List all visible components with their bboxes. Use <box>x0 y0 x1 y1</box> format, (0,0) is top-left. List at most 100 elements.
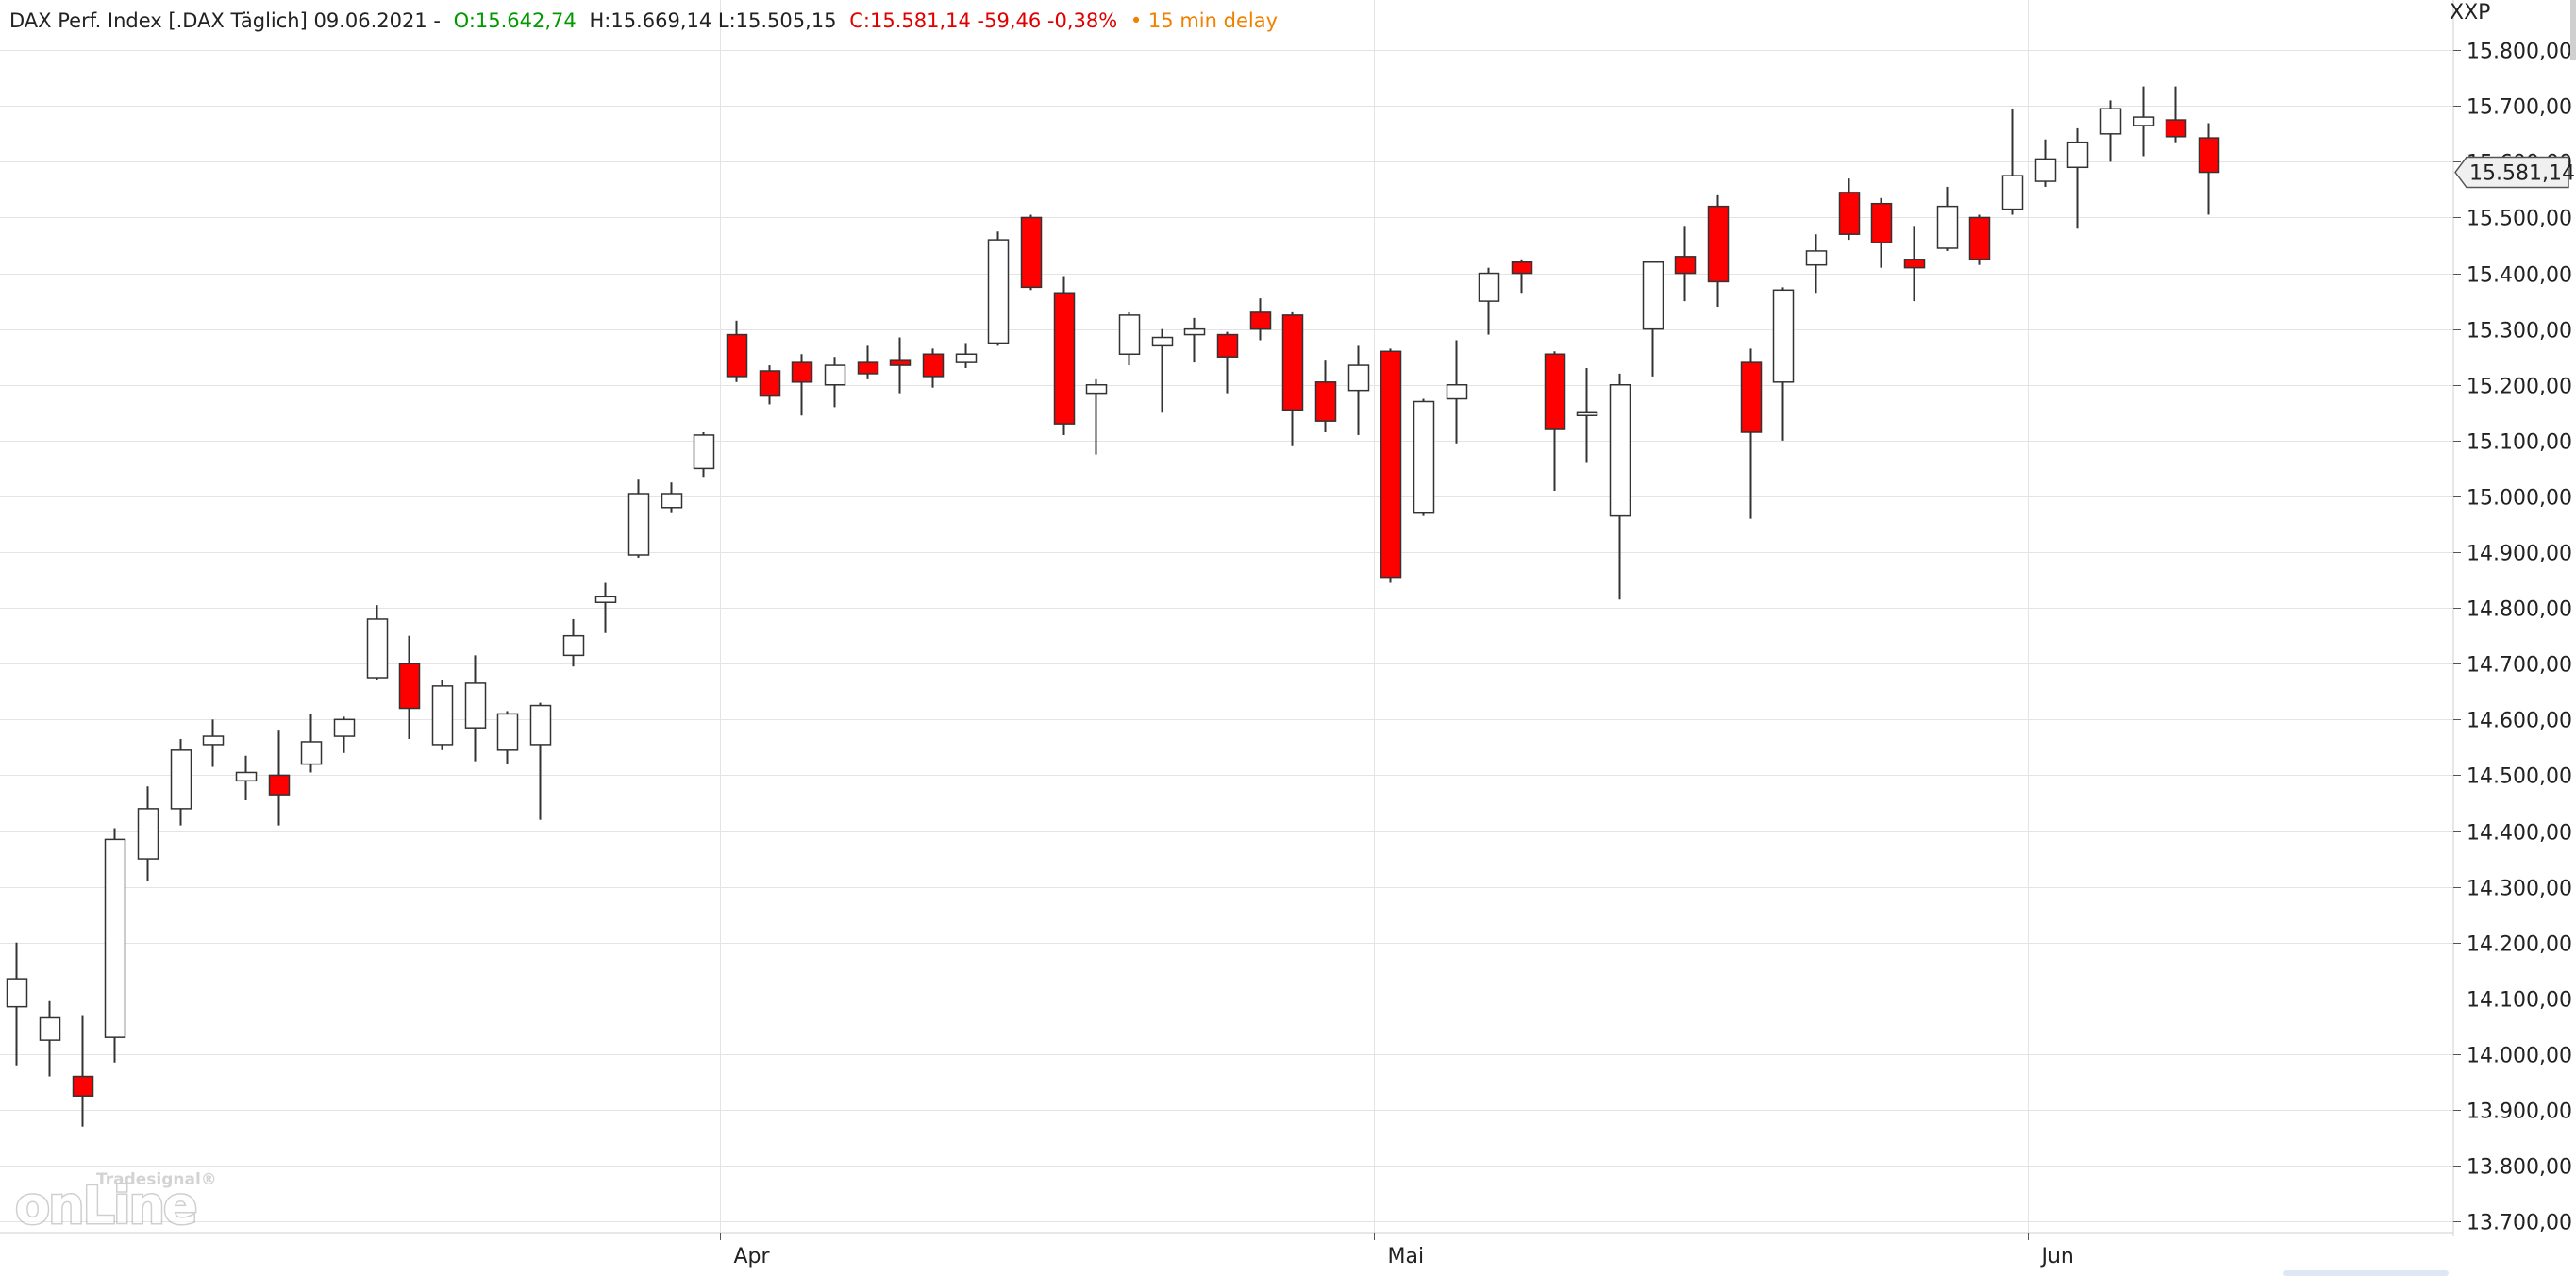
candle-up[interactable] <box>1609 373 1631 600</box>
candle-up[interactable] <box>170 739 192 826</box>
candle-up[interactable] <box>627 479 650 558</box>
price-tick-label: 13.900,00 <box>2467 1100 2572 1124</box>
candle-up[interactable] <box>1183 317 1206 363</box>
candle-up[interactable] <box>1151 328 1174 413</box>
candle-down[interactable] <box>791 354 813 416</box>
candle-up[interactable] <box>1478 267 1500 335</box>
candle-up[interactable] <box>137 786 159 881</box>
candle-layer <box>6 86 2220 1127</box>
tradesignal-watermark: Tradesignal® onLine <box>14 1170 217 1237</box>
candle-up[interactable] <box>2001 109 2024 215</box>
candle-up[interactable] <box>2133 86 2155 157</box>
candle-down[interactable] <box>1838 178 1861 241</box>
candle-down[interactable] <box>72 1015 94 1127</box>
candle-up[interactable] <box>39 1000 61 1077</box>
candle-body <box>824 364 846 386</box>
candle-down[interactable] <box>889 337 912 394</box>
candle-up[interactable] <box>594 582 617 633</box>
candle-body <box>1805 250 1828 266</box>
candle-body <box>1772 289 1795 383</box>
candle-down[interactable] <box>1870 197 1893 268</box>
candle-up[interactable] <box>6 942 28 1066</box>
candle-up[interactable] <box>2066 127 2089 229</box>
candle-body <box>1968 216 1991 260</box>
candle-up[interactable] <box>2099 100 2122 162</box>
candle-body <box>1576 411 1598 417</box>
candle-up[interactable] <box>1805 234 1828 294</box>
candle-up[interactable] <box>1085 378 1108 455</box>
candle-down[interactable] <box>1281 311 1304 446</box>
candle-down[interactable] <box>922 348 945 388</box>
candle-down[interactable] <box>759 365 781 405</box>
watermark-brand-small: Tradesignal® <box>96 1170 217 1189</box>
candle-up[interactable] <box>496 711 519 764</box>
candle-up[interactable] <box>1347 345 1370 435</box>
price-axis[interactable]: 13.700,00 13.800,00 13.900,00 14.000,00 14.1… <box>2453 41 2572 1235</box>
candle-down[interactable] <box>1740 348 1763 519</box>
candle-down[interactable] <box>1380 348 1402 583</box>
candle-down[interactable] <box>1249 298 1272 341</box>
candle-body <box>202 735 225 746</box>
price-tick-label: 14.900,00 <box>2467 543 2572 566</box>
price-tick-label: 15.800,00 <box>2467 41 2572 64</box>
candle-down[interactable] <box>1903 226 1926 302</box>
candle-up[interactable] <box>431 680 454 750</box>
candle-up[interactable] <box>235 755 258 801</box>
candle-up[interactable] <box>1772 287 1795 441</box>
candle-body <box>726 333 748 378</box>
candle-body <box>333 718 356 737</box>
candle-up[interactable] <box>562 618 585 667</box>
candle-up[interactable] <box>1642 260 1664 377</box>
candle-body <box>2198 137 2220 174</box>
candle-up[interactable] <box>955 343 978 369</box>
candle-up[interactable] <box>202 719 225 767</box>
candle-up[interactable] <box>104 828 126 1063</box>
candle-body <box>889 359 912 366</box>
candle-up[interactable] <box>366 605 389 680</box>
candle-body <box>1838 192 1861 235</box>
candle-up[interactable] <box>529 702 552 820</box>
candle-up[interactable] <box>464 655 487 762</box>
candle-down[interactable] <box>1216 331 1239 394</box>
candle-down[interactable] <box>1674 226 1697 302</box>
candle-down[interactable] <box>1511 259 1533 294</box>
candle-up[interactable] <box>987 231 1010 346</box>
candle-up[interactable] <box>1413 398 1435 516</box>
candle-up[interactable] <box>1446 340 1468 444</box>
horizontal-scroll-indicator[interactable] <box>2283 1270 2449 1276</box>
candle-down[interactable] <box>1314 360 1337 432</box>
time-tick-label-jun: Jun <box>2040 1245 2074 1268</box>
candle-body <box>955 353 978 363</box>
candle-up[interactable] <box>693 431 715 478</box>
candle-body <box>1020 216 1043 289</box>
candle-body <box>661 493 683 509</box>
candle-up[interactable] <box>824 357 846 408</box>
vertical-scroll-indicator[interactable] <box>2570 0 2576 60</box>
candle-down[interactable] <box>398 635 421 740</box>
time-axis[interactable]: Apr Mai Jun <box>720 1233 2074 1268</box>
candle-up[interactable] <box>2034 139 2057 187</box>
candle-down[interactable] <box>1544 351 1566 492</box>
candle-down[interactable] <box>1020 214 1043 291</box>
candle-down[interactable] <box>726 320 748 382</box>
candle-body <box>2099 108 2122 135</box>
price-tick-label: 15.500,00 <box>2467 208 2572 231</box>
candle-down[interactable] <box>857 345 879 379</box>
price-tick-label: 14.000,00 <box>2467 1045 2572 1068</box>
candle-down[interactable] <box>2198 123 2220 215</box>
candle-down[interactable] <box>1053 276 1076 435</box>
candle-up[interactable] <box>1576 368 1598 463</box>
candle-down[interactable] <box>268 730 291 826</box>
candle-up[interactable] <box>300 714 323 773</box>
candle-down[interactable] <box>1707 194 1730 308</box>
candle-up[interactable] <box>333 716 356 753</box>
candle-down[interactable] <box>2165 86 2187 143</box>
price-tick-label: 14.300,00 <box>2467 878 2572 901</box>
time-tick-label-apr: Apr <box>734 1245 771 1268</box>
candle-up[interactable] <box>1936 186 1959 251</box>
candle-down[interactable] <box>1968 214 1991 265</box>
candle-up[interactable] <box>661 482 683 513</box>
candle-body <box>791 361 813 383</box>
candle-up[interactable] <box>1118 311 1141 366</box>
